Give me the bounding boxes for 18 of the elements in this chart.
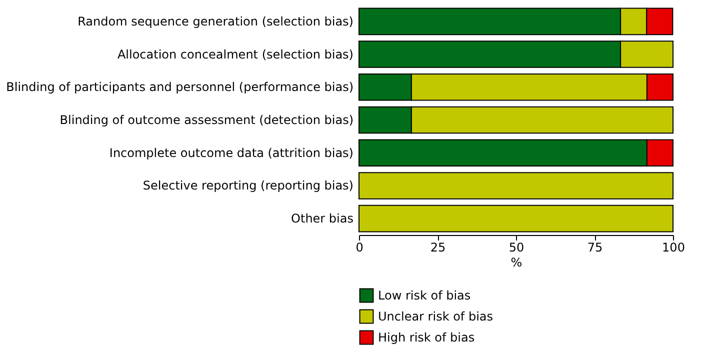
- y-tick-label: Allocation concealment (selection bias): [117, 47, 354, 62]
- y-tick-label: Blinding of outcome assessment (detection bias): [60, 113, 354, 127]
- y-tick-label: Incomplete outcome data (attrition bias): [109, 146, 354, 160]
- x-axis-title: %: [510, 256, 522, 270]
- x-tick-label: 75: [587, 240, 603, 254]
- y-tick-label: Blinding of participants and personnel (performance bias): [6, 80, 354, 94]
- legend-label: Unclear risk of bias: [378, 310, 494, 324]
- y-tick-label: Other bias: [291, 212, 354, 226]
- y-tick-label: Random sequence generation (selection bias): [78, 14, 354, 28]
- y-tick-label: Selective reporting (reporting bias): [142, 178, 354, 193]
- x-tick-label: 100: [662, 240, 685, 254]
- x-tick-label: 50: [508, 240, 524, 254]
- bar: [358, 172, 674, 200]
- x-tick-label: 25: [430, 240, 446, 254]
- bar: [358, 204, 674, 232]
- legend-label: Low risk of bias: [378, 288, 471, 302]
- legend-label: High risk of bias: [378, 330, 475, 344]
- x-tick-label: 0: [356, 240, 364, 254]
